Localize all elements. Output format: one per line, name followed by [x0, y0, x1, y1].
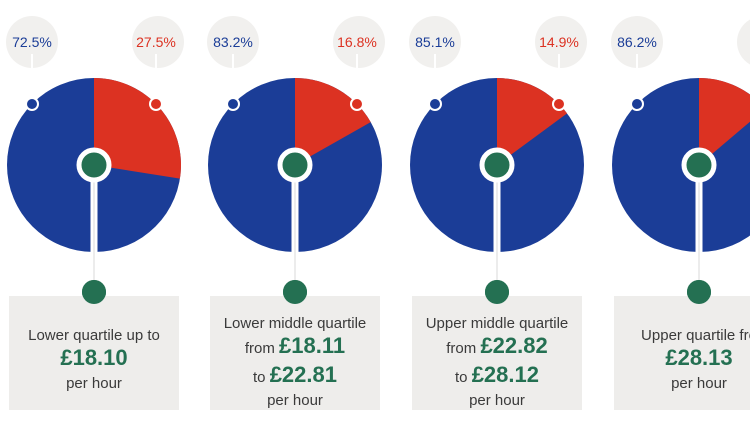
percent-label-left: 83.2%: [213, 34, 253, 50]
label-bubble-right: [132, 16, 184, 68]
marker-right: [149, 97, 163, 111]
from-amount: £18.10: [60, 345, 128, 370]
quartile-card-3: Upper middle quartile from £22.82 to £28.1…: [412, 296, 582, 410]
to-amount: £28.12: [471, 362, 539, 387]
label-bubble-right: [737, 19, 750, 65]
card-line-per: per hour: [614, 374, 750, 393]
card-heading: Lower quartile up to: [28, 327, 160, 344]
card-line-per: per hour: [210, 391, 380, 410]
card-line-1: Upper quartile fro: [614, 326, 750, 345]
marker-right: [350, 97, 364, 111]
label-bubble-right: [333, 16, 385, 68]
marker-right: [552, 97, 566, 111]
percent-label-left: 85.1%: [415, 34, 455, 50]
card-line-2: £28.13: [614, 345, 750, 374]
slice-female: [94, 78, 181, 179]
card-line-3: to £28.12: [412, 362, 582, 391]
from-amount: £22.82: [480, 333, 548, 358]
card-line-1: Lower middle quartile: [210, 314, 380, 333]
card-line-2: from £18.11: [210, 333, 380, 362]
quartile-card-2: Lower middle quartile from £18.11 to £22.8…: [210, 296, 380, 410]
to-amount: £22.81: [269, 362, 337, 387]
from-word: from: [244, 340, 275, 357]
center-dot: [681, 147, 717, 183]
card-line-2: from £22.82: [412, 333, 582, 362]
marker-left: [428, 97, 442, 111]
card-line-1: Upper middle quartile: [412, 314, 582, 333]
percent-label-right: 16.8%: [337, 34, 377, 50]
pie-chart-4: 86.2%1: [611, 16, 750, 304]
center-dot: [277, 147, 313, 183]
label-bubble-right: [535, 16, 587, 68]
card-line-per: per hour: [412, 391, 582, 410]
from-word: from: [446, 340, 477, 357]
percent-label-left: 72.5%: [12, 34, 52, 50]
per-hour-label: per hour: [671, 375, 727, 392]
slice-female: [497, 78, 568, 165]
percent-label-right: 14.9%: [539, 34, 579, 50]
marker-left: [226, 97, 240, 111]
label-bubble-left: [207, 16, 259, 68]
per-hour-label: per hour: [267, 392, 323, 409]
card-line-1: Lower quartile up to: [9, 326, 179, 345]
quartile-card-4: Upper quartile fro £28.13 per hour: [614, 296, 750, 410]
pie-chart-3: 85.1% 14.9%: [409, 16, 587, 304]
percent-label-left: 86.2%: [617, 34, 657, 50]
card-heading: Upper quartile fro: [641, 327, 750, 344]
slice-female: [699, 78, 750, 165]
to-word: to: [253, 369, 266, 386]
percent-label-right: 27.5%: [136, 34, 176, 50]
per-hour-label: per hour: [469, 392, 525, 409]
center-dot: [76, 147, 112, 183]
card-line-per: per hour: [9, 374, 179, 393]
to-word: to: [455, 369, 468, 386]
marker-left: [25, 97, 39, 111]
marker-left: [630, 97, 644, 111]
from-amount: £28.13: [665, 345, 733, 370]
card-line-3: to £22.81: [210, 362, 380, 391]
label-bubble-left: [611, 16, 663, 68]
pie-chart-2: 83.2% 16.8%: [207, 16, 385, 304]
label-bubble-left: [6, 16, 58, 68]
card-heading: Lower middle quartile: [223, 315, 367, 332]
quartile-card-1: Lower quartile up to £18.10 per hour: [9, 296, 179, 410]
center-dot: [479, 147, 515, 183]
label-bubble-left: [409, 16, 461, 68]
card-line-2: £18.10: [9, 345, 179, 374]
per-hour-label: per hour: [66, 375, 122, 392]
from-amount: £18.11: [279, 333, 346, 358]
card-heading: Upper middle quartile: [425, 315, 569, 332]
pie-chart-1: 72.5% 27.5%: [6, 16, 184, 304]
